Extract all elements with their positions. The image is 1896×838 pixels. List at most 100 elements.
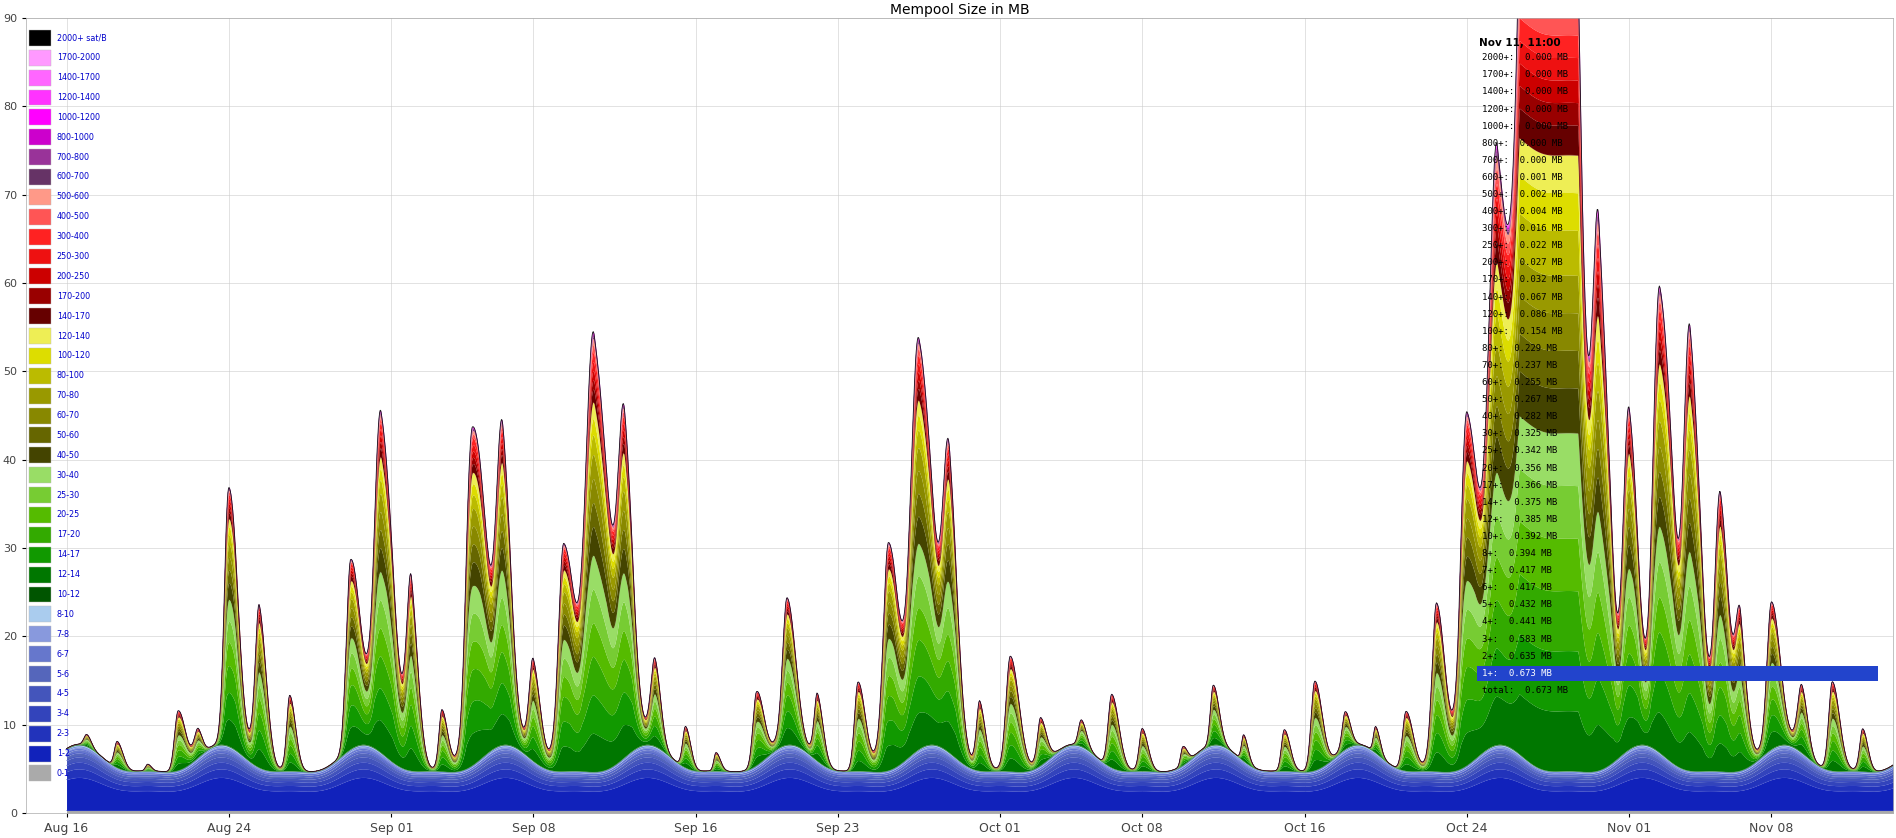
FancyBboxPatch shape	[28, 607, 51, 623]
FancyBboxPatch shape	[1477, 665, 1879, 681]
Text: 25+:  0.342 MB: 25+: 0.342 MB	[1483, 447, 1559, 456]
Text: 800-1000: 800-1000	[57, 132, 95, 142]
FancyBboxPatch shape	[28, 706, 51, 722]
FancyBboxPatch shape	[28, 169, 51, 185]
Text: 7+:  0.417 MB: 7+: 0.417 MB	[1483, 566, 1553, 575]
Text: 10-12: 10-12	[57, 590, 80, 599]
Text: 12+:  0.385 MB: 12+: 0.385 MB	[1483, 515, 1559, 524]
Title: Mempool Size in MB: Mempool Size in MB	[889, 3, 1030, 17]
FancyBboxPatch shape	[28, 746, 51, 762]
Text: 5+:  0.432 MB: 5+: 0.432 MB	[1483, 600, 1553, 609]
Text: 200-250: 200-250	[57, 272, 89, 281]
Text: 3-4: 3-4	[57, 709, 70, 718]
Text: 500-600: 500-600	[57, 193, 89, 201]
Text: 100+:  0.154 MB: 100+: 0.154 MB	[1483, 327, 1562, 336]
FancyBboxPatch shape	[28, 49, 51, 65]
FancyBboxPatch shape	[28, 666, 51, 682]
Text: 20+:  0.356 MB: 20+: 0.356 MB	[1483, 463, 1559, 473]
Text: 80-100: 80-100	[57, 371, 85, 380]
Text: 14-17: 14-17	[57, 551, 80, 559]
Text: 60+:  0.255 MB: 60+: 0.255 MB	[1483, 378, 1559, 387]
FancyBboxPatch shape	[28, 268, 51, 284]
FancyBboxPatch shape	[28, 527, 51, 543]
FancyBboxPatch shape	[28, 229, 51, 245]
Text: 200+:  0.027 MB: 200+: 0.027 MB	[1483, 258, 1562, 267]
Text: 50-60: 50-60	[57, 431, 80, 440]
Text: 8+:  0.394 MB: 8+: 0.394 MB	[1483, 549, 1553, 558]
Text: 1200+:  0.000 MB: 1200+: 0.000 MB	[1483, 105, 1568, 113]
FancyBboxPatch shape	[28, 149, 51, 165]
Text: 20-25: 20-25	[57, 510, 80, 520]
Text: 250+:  0.022 MB: 250+: 0.022 MB	[1483, 241, 1562, 251]
FancyBboxPatch shape	[28, 427, 51, 443]
Text: 1200-1400: 1200-1400	[57, 93, 100, 102]
Text: 1400+:  0.000 MB: 1400+: 0.000 MB	[1483, 87, 1568, 96]
Text: 1700+:  0.000 MB: 1700+: 0.000 MB	[1483, 70, 1568, 80]
FancyBboxPatch shape	[28, 587, 51, 603]
Text: 1+:  0.673 MB: 1+: 0.673 MB	[1483, 669, 1553, 678]
FancyBboxPatch shape	[28, 765, 51, 781]
Text: 10+:  0.392 MB: 10+: 0.392 MB	[1483, 532, 1559, 541]
FancyBboxPatch shape	[28, 288, 51, 304]
Text: 800+:  0.000 MB: 800+: 0.000 MB	[1483, 139, 1562, 147]
Text: 2000+ sat/B: 2000+ sat/B	[57, 34, 106, 43]
Text: 30+:  0.325 MB: 30+: 0.325 MB	[1483, 429, 1559, 438]
FancyBboxPatch shape	[28, 726, 51, 742]
Text: 120-140: 120-140	[57, 332, 89, 340]
Text: 6-7: 6-7	[57, 649, 70, 659]
Text: 2+:  0.635 MB: 2+: 0.635 MB	[1483, 652, 1553, 660]
Text: 250-300: 250-300	[57, 252, 89, 261]
Text: 8-10: 8-10	[57, 610, 74, 619]
FancyBboxPatch shape	[28, 468, 51, 484]
Text: 700+:  0.000 MB: 700+: 0.000 MB	[1483, 156, 1562, 165]
Text: 1700-2000: 1700-2000	[57, 53, 100, 62]
FancyBboxPatch shape	[28, 388, 51, 404]
Text: 3+:  0.583 MB: 3+: 0.583 MB	[1483, 634, 1553, 644]
FancyBboxPatch shape	[28, 646, 51, 662]
FancyBboxPatch shape	[28, 686, 51, 702]
Text: 1-2: 1-2	[57, 749, 70, 758]
Text: 170+:  0.032 MB: 170+: 0.032 MB	[1483, 276, 1562, 284]
Text: 14+:  0.375 MB: 14+: 0.375 MB	[1483, 498, 1559, 507]
Text: 400+:  0.004 MB: 400+: 0.004 MB	[1483, 207, 1562, 216]
FancyBboxPatch shape	[28, 407, 51, 423]
Text: 17+:  0.366 MB: 17+: 0.366 MB	[1483, 481, 1559, 489]
FancyBboxPatch shape	[28, 546, 51, 562]
Text: 70+:  0.237 MB: 70+: 0.237 MB	[1483, 361, 1559, 370]
Text: 100-120: 100-120	[57, 351, 89, 360]
Text: 12-14: 12-14	[57, 570, 80, 579]
Text: 120+:  0.086 MB: 120+: 0.086 MB	[1483, 310, 1562, 318]
Text: 40+:  0.282 MB: 40+: 0.282 MB	[1483, 412, 1559, 422]
Text: 80+:  0.229 MB: 80+: 0.229 MB	[1483, 344, 1559, 353]
Text: 600+:  0.001 MB: 600+: 0.001 MB	[1483, 173, 1562, 182]
FancyBboxPatch shape	[28, 487, 51, 503]
Text: 60-70: 60-70	[57, 411, 80, 420]
FancyBboxPatch shape	[28, 566, 51, 582]
Text: 1000+:  0.000 MB: 1000+: 0.000 MB	[1483, 122, 1568, 131]
Text: 25-30: 25-30	[57, 490, 80, 499]
Text: 4+:  0.441 MB: 4+: 0.441 MB	[1483, 618, 1553, 627]
FancyBboxPatch shape	[28, 189, 51, 204]
Text: 30-40: 30-40	[57, 471, 80, 479]
Text: 140+:  0.067 MB: 140+: 0.067 MB	[1483, 292, 1562, 302]
Text: 2-3: 2-3	[57, 729, 70, 738]
Text: 6+:  0.417 MB: 6+: 0.417 MB	[1483, 583, 1553, 592]
Text: 17-20: 17-20	[57, 530, 80, 540]
FancyBboxPatch shape	[28, 209, 51, 225]
Text: 700-800: 700-800	[57, 153, 89, 162]
Text: 300+:  0.016 MB: 300+: 0.016 MB	[1483, 225, 1562, 233]
Text: 300-400: 300-400	[57, 232, 89, 241]
Text: 600-700: 600-700	[57, 173, 89, 182]
Text: 70-80: 70-80	[57, 391, 80, 401]
Text: total:  0.673 MB: total: 0.673 MB	[1483, 685, 1568, 695]
Text: 7-8: 7-8	[57, 630, 70, 639]
Text: 170-200: 170-200	[57, 292, 89, 301]
Text: 40-50: 40-50	[57, 451, 80, 460]
FancyBboxPatch shape	[28, 90, 51, 106]
Text: 400-500: 400-500	[57, 212, 89, 221]
FancyBboxPatch shape	[28, 328, 51, 344]
FancyBboxPatch shape	[28, 348, 51, 364]
FancyBboxPatch shape	[28, 70, 51, 85]
FancyBboxPatch shape	[28, 129, 51, 145]
Text: 1000-1200: 1000-1200	[57, 113, 100, 122]
